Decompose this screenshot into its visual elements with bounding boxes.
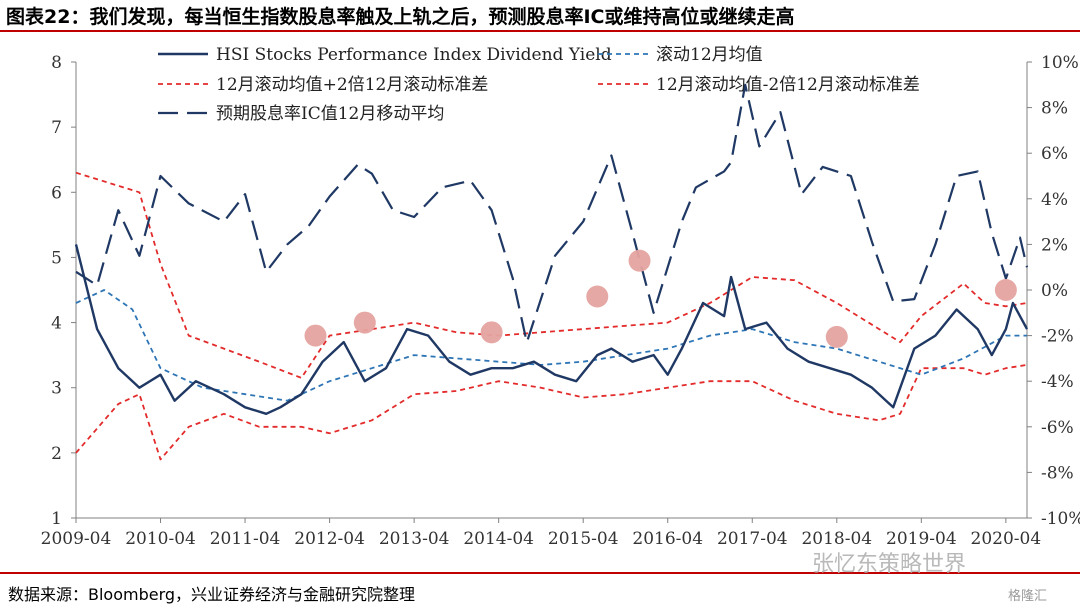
x-tick-label: 2011-04 xyxy=(210,529,281,549)
legend-label-ic: 预期股息率IC值12月移动平均 xyxy=(216,104,444,124)
x-tick-label: 2013-04 xyxy=(379,529,450,549)
right-tick-label: -2% xyxy=(1041,327,1074,347)
x-axis-ticks: 2009-04 2010-04 2011-04 2012-04 2013-04 2014-… xyxy=(41,518,1042,549)
x-tick-label: 2016-04 xyxy=(632,529,703,549)
source-rule xyxy=(0,572,1080,574)
touch-marker xyxy=(353,311,376,334)
page-title: 图表22：我们发现，每当恒生指数股息率触及上轨之后，预测股息率IC或维持高位或继… xyxy=(6,6,795,28)
right-tick-label: 8% xyxy=(1041,99,1068,119)
dividend-yield-chart: 1 2 3 4 5 6 7 8 -10% -8% -6% -4% -2% 0% 2% 4% 6% 8% 10% 2… xyxy=(41,45,1080,549)
legend-label-hsi: HSI Stocks Performance Index Dividend Yi… xyxy=(216,45,612,65)
title-rule xyxy=(0,30,1080,32)
source-note: 数据来源：Bloomberg，兴业证券经济与金融研究院整理 xyxy=(8,585,416,604)
watermark-small: 格隆汇 xyxy=(1008,589,1048,604)
left-tick-label: 3 xyxy=(51,379,62,399)
watermark: 张忆东策略世界 xyxy=(812,552,967,577)
legend-label-lower: 12月滚动均值-2倍12月滚动标准差 xyxy=(656,75,920,95)
left-tick-label: 6 xyxy=(51,183,62,203)
x-tick-label: 2009-04 xyxy=(41,529,112,549)
right-tick-label: -8% xyxy=(1041,463,1074,483)
touch-marker xyxy=(480,321,503,344)
legend-label-ma: 滚动12月均值 xyxy=(656,45,763,65)
right-tick-label: -4% xyxy=(1041,372,1074,392)
x-tick-label: 2020-04 xyxy=(971,529,1042,549)
left-tick-label: 1 xyxy=(51,509,62,529)
right-tick-label: 4% xyxy=(1041,190,1068,210)
legend: HSI Stocks Performance Index Dividend Yi… xyxy=(158,45,920,124)
touch-marker xyxy=(586,285,609,308)
right-tick-label: -10% xyxy=(1041,509,1080,529)
left-tick-label: 7 xyxy=(51,118,62,138)
left-tick-label: 2 xyxy=(51,444,62,464)
touch-marker xyxy=(628,249,651,272)
x-tick-label: 2010-04 xyxy=(125,529,196,549)
touch-marker xyxy=(825,325,848,348)
legend-label-upper: 12月滚动均值+2倍12月滚动标准差 xyxy=(216,75,488,95)
rolling-mean-line xyxy=(75,289,1027,402)
left-tick-label: 5 xyxy=(51,248,62,268)
right-tick-label: 2% xyxy=(1041,235,1068,255)
right-tick-label: 6% xyxy=(1041,144,1068,164)
axes xyxy=(75,62,1028,519)
right-axis-ticks: -10% -8% -6% -4% -2% 0% 2% 4% 6% 8% 10% xyxy=(1027,53,1080,529)
x-tick-label: 2015-04 xyxy=(548,529,619,549)
x-tick-label: 2012-04 xyxy=(294,529,365,549)
hsi-dividend-yield-line xyxy=(74,244,1029,415)
touch-marker xyxy=(304,324,327,347)
left-axis-ticks: 1 2 3 4 5 6 7 8 xyxy=(51,53,76,529)
x-tick-label: 2017-04 xyxy=(717,529,788,549)
right-tick-label: 10% xyxy=(1041,53,1079,73)
x-tick-label: 2019-04 xyxy=(886,529,957,549)
right-tick-label: 0% xyxy=(1041,281,1068,301)
left-tick-label: 8 xyxy=(51,53,62,73)
ic-moving-average-line xyxy=(75,83,1029,344)
touch-marker xyxy=(994,279,1017,301)
right-tick-label: -6% xyxy=(1041,418,1074,438)
x-tick-label: 2018-04 xyxy=(801,529,872,549)
left-tick-label: 4 xyxy=(51,314,62,334)
x-tick-label: 2014-04 xyxy=(463,529,534,549)
lower-band-line xyxy=(75,364,1028,461)
touch-markers xyxy=(304,249,1017,348)
upper-band-line xyxy=(75,171,1028,379)
series-group xyxy=(74,83,1029,461)
